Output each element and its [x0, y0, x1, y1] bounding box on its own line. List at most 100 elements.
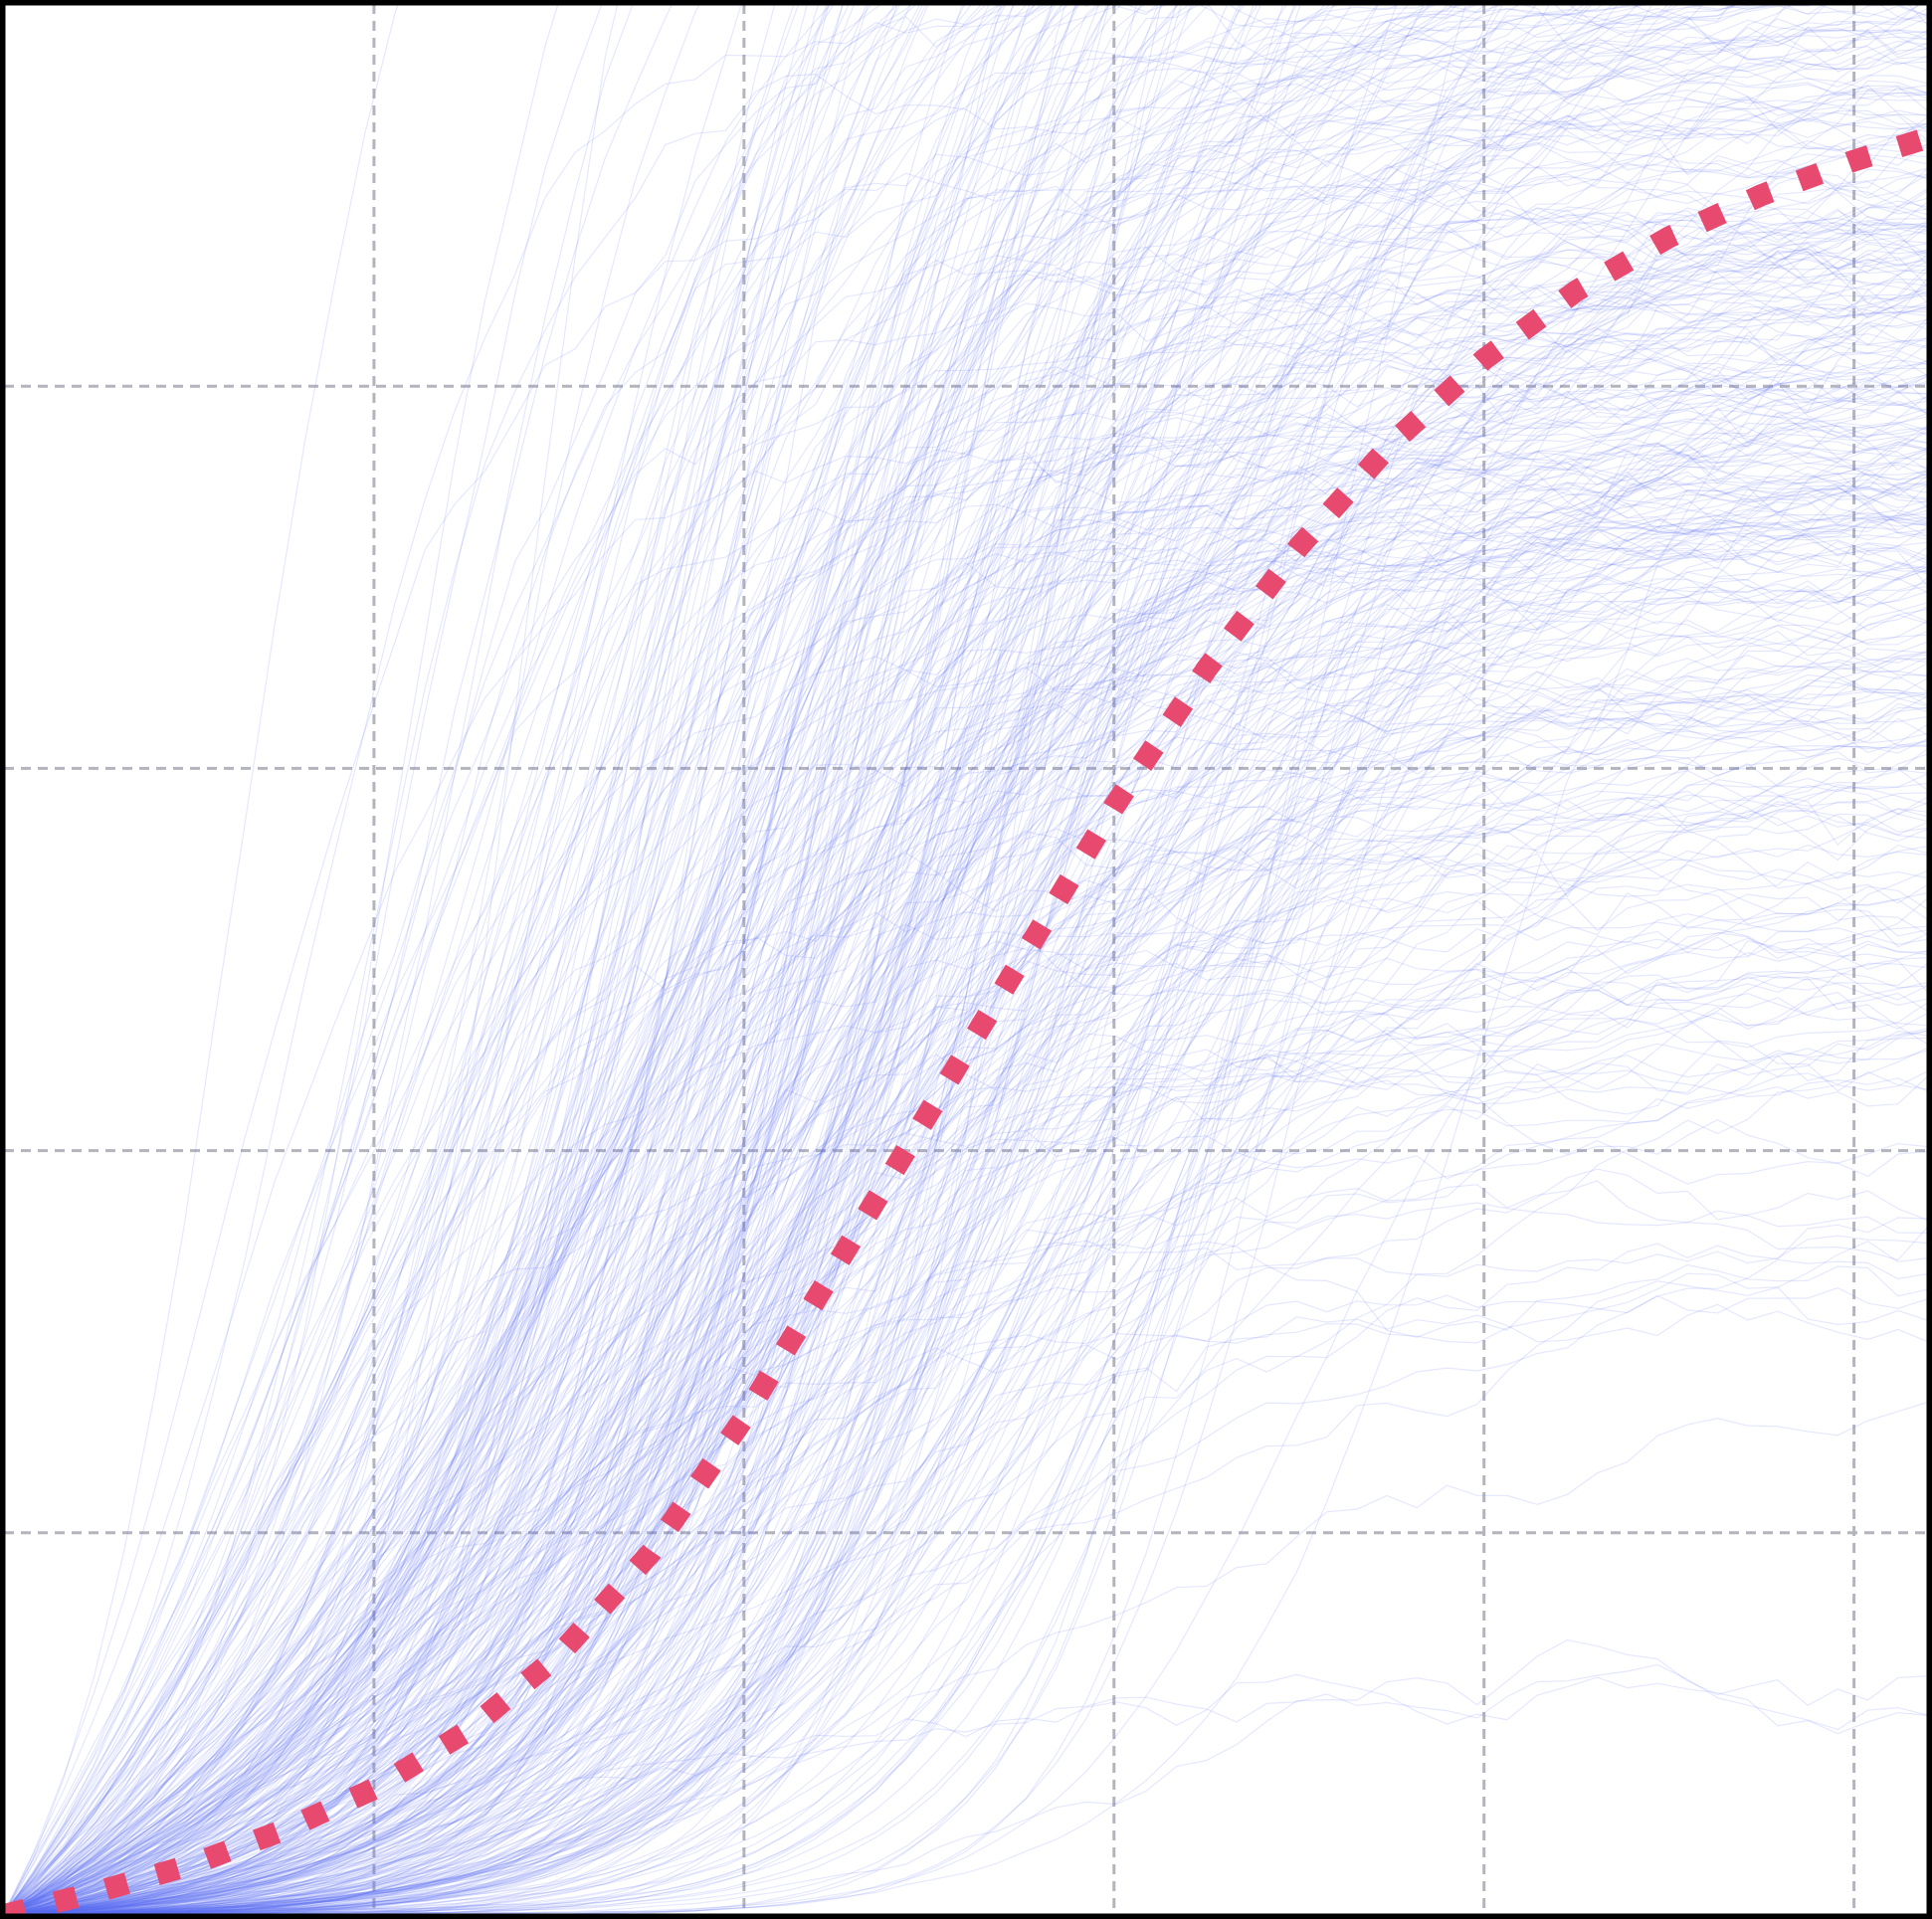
- ensemble-line: [3, 498, 1929, 1916]
- ensemble-line: [3, 0, 1929, 1915]
- ensemble-line: [3, 480, 1929, 1916]
- ensemble-line: [4, 0, 1149, 1916]
- ensemble-line: [3, 203, 1929, 1916]
- ensemble-line: [3, 0, 1400, 1916]
- ensemble-line: [3, 74, 1929, 1916]
- ensemble-line: [3, 1129, 1929, 1912]
- ensemble-line: [3, 437, 1929, 1915]
- ensemble-line: [3, 0, 1336, 1916]
- ensemble-line: [3, 0, 1183, 1915]
- ensemble-line: [3, 108, 1929, 1916]
- ensemble-line: [3, 92, 1929, 1915]
- ensemble-line: [3, 943, 1929, 1915]
- ensemble-line: [3, 0, 1506, 1916]
- ensemble-line: [3, 0, 1468, 1916]
- ensemble-line: [3, 538, 1929, 1916]
- ensemble-line: [3, 0, 922, 1915]
- ensemble-line: [3, 572, 1929, 1916]
- ensemble-line: [3, 1023, 1929, 1916]
- ensemble-line: [3, 304, 1929, 1915]
- ensemble-line: [3, 303, 1929, 1916]
- ensemble-line: [3, 0, 1446, 1916]
- ensemble-line: [3, 0, 903, 1915]
- ensemble-line: [3, 1303, 1929, 1916]
- ensemble-line: [3, 370, 1929, 1916]
- ensemble-line: [3, 89, 1929, 1915]
- ensemble-line: [3, 0, 1356, 1916]
- ensemble-line: [4, 0, 1929, 1916]
- ensemble-line: [3, 228, 1929, 1916]
- ensemble-line: [3, 15, 1929, 1915]
- ensemble-line: [3, 239, 1929, 1913]
- ensemble-line: [4, 0, 1179, 1916]
- ensemble-line: [3, 513, 1929, 1915]
- ensemble-line: [3, 0, 1303, 1916]
- ensemble-line: [3, 292, 1929, 1916]
- ensemble-line: [3, 0, 1929, 1916]
- ensemble-line: [3, 277, 1929, 1909]
- ensemble-line: [4, 0, 1261, 1916]
- ensemble-line: [3, 0, 926, 1916]
- ensemble-line: [3, 992, 1929, 1916]
- ensemble-line: [3, 447, 1929, 1915]
- ensemble-line: [3, 1030, 1929, 1916]
- ensemble-line: [3, 74, 1929, 1916]
- ensemble-line: [3, 0, 1644, 1915]
- ensemble-line: [3, 505, 1929, 1916]
- ensemble-line: [3, 515, 1929, 1916]
- ensemble-line: [3, 685, 1929, 1916]
- ensemble-line: [3, 0, 1016, 1916]
- ensemble-line: [3, 0, 1067, 1916]
- ensemble-line: [3, 250, 1929, 1916]
- ensemble-line: [3, 0, 1055, 1916]
- ensemble-line: [3, 417, 1929, 1916]
- ensemble-line: [3, 407, 1929, 1915]
- ensemble-line: [3, 391, 1929, 1916]
- ensemble-line: [3, 373, 1929, 1916]
- ensemble-line: [3, 575, 1929, 1914]
- ensemble-line: [4, 400, 1929, 1916]
- ensemble-line: [3, 581, 1929, 1916]
- ensemble-line: [3, 470, 1929, 1915]
- ensemble-line: [3, 0, 1791, 1916]
- ensemble-line: [3, 0, 931, 1916]
- ensemble-line: [3, 182, 1929, 1915]
- ensemble-line: [3, 1241, 1929, 1916]
- ensemble-line: [4, 1401, 1929, 1916]
- ensemble-line: [3, 349, 1929, 1916]
- ensemble-line: [3, 463, 1929, 1916]
- ensemble-line: [3, 209, 1929, 1916]
- ensemble-line: [3, 188, 1929, 1915]
- ensemble-line: [3, 0, 1493, 1916]
- ensemble-line: [3, 0, 810, 1916]
- ensemble-line: [3, 782, 1929, 1916]
- ensemble-line: [3, 937, 1929, 1916]
- ensemble-line: [3, 893, 1929, 1916]
- ensemble-line: [3, 0, 831, 1916]
- ensemble-line: [3, 42, 1929, 1916]
- ensemble-line: [3, 0, 1018, 1916]
- ensemble-line: [3, 220, 1929, 1916]
- ensemble-line: [3, 465, 1929, 1916]
- ensemble-line: [3, 667, 1929, 1915]
- ensemble-line: [4, 519, 1929, 1916]
- ensemble-line: [3, 481, 1929, 1916]
- ensemble-line: [3, 45, 1929, 1915]
- ensemble-line: [3, 810, 1929, 1915]
- ensemble-line: [4, 0, 1112, 1916]
- ensemble-line: [3, 883, 1929, 1916]
- ensemble-line: [3, 0, 1622, 1916]
- ensemble-line: [3, 546, 1929, 1914]
- ensemble-line: [3, 142, 1929, 1916]
- ensemble-line: [3, 0, 1462, 1916]
- ensemble-line: [3, 167, 1929, 1916]
- ensemble-line: [3, 265, 1929, 1916]
- ensemble-line: [3, 516, 1929, 1916]
- ensemble-line: [3, 543, 1929, 1915]
- ensemble-line: [3, 0, 1079, 1916]
- ensemble-line: [3, 201, 1929, 1916]
- ensemble-line: [3, 949, 1929, 1915]
- ensemble-line: [3, 644, 1929, 1916]
- ensemble-line: [3, 473, 1929, 1914]
